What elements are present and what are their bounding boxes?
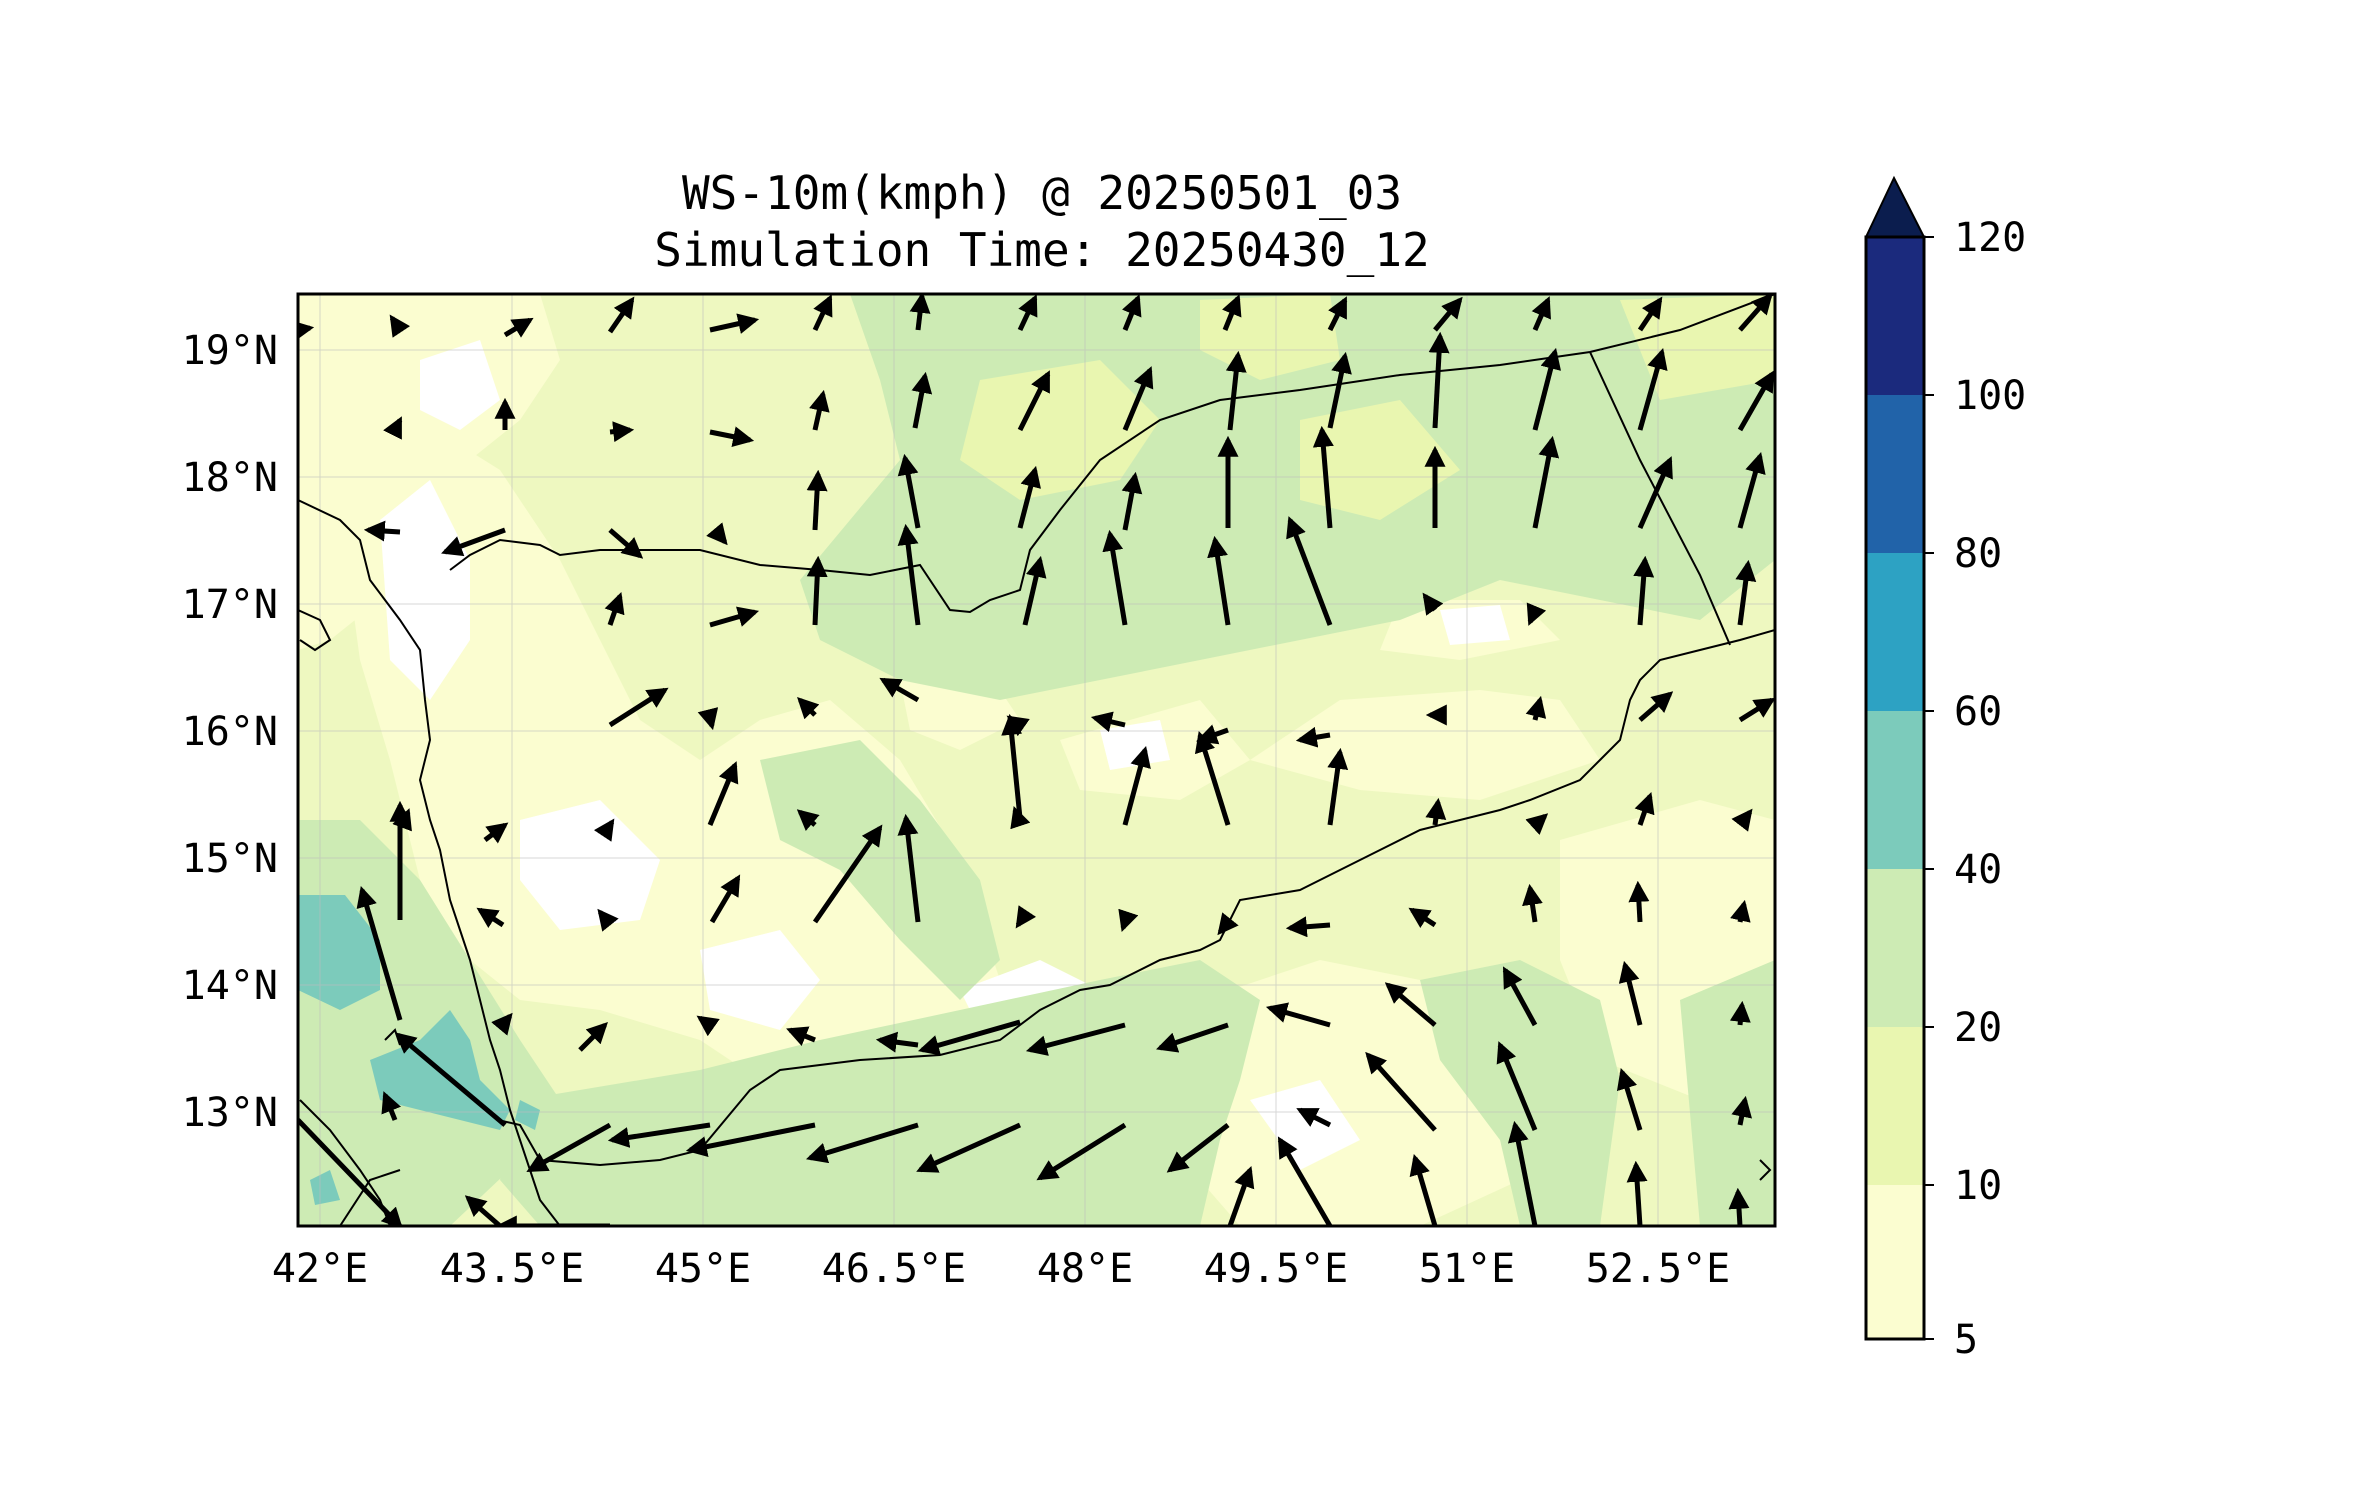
colorbar-bin-5-10 xyxy=(1866,1185,1924,1339)
colorbar-bin-100-120 xyxy=(1866,237,1924,395)
lon-tick-label: 43.5°E xyxy=(440,1246,585,1292)
colorbar: 120 100 80 60 40 20 10 5 xyxy=(1864,175,2026,1363)
lon-tick-label: 51°E xyxy=(1419,1246,1515,1292)
lon-tick-label: 49.5°E xyxy=(1204,1246,1349,1292)
lon-tick-label: 46.5°E xyxy=(822,1246,967,1292)
colorbar-bin-10-20 xyxy=(1866,1027,1924,1185)
lon-tick-label: 45°E xyxy=(655,1246,751,1292)
lat-tick-label: 15°N xyxy=(182,836,278,882)
lon-tick-label: 42°E xyxy=(272,1246,368,1292)
colorbar-label: 5 xyxy=(1954,1317,1978,1363)
lat-tick-label: 19°N xyxy=(182,328,278,374)
lat-tick-label: 17°N xyxy=(182,582,278,628)
colorbar-label: 60 xyxy=(1954,689,2002,735)
colorbar-label: 20 xyxy=(1954,1005,2002,1051)
lat-tick-label: 13°N xyxy=(182,1090,278,1136)
colorbar-label: 80 xyxy=(1954,531,2002,577)
map-title-line-2: Simulation Time: 20250430_12 xyxy=(654,223,1429,277)
lon-tick-label: 48°E xyxy=(1037,1246,1133,1292)
colorbar-label: 10 xyxy=(1954,1163,2002,1209)
lon-tick-label: 52.5°E xyxy=(1586,1246,1731,1292)
map-frame xyxy=(296,292,1777,1228)
colorbar-label: 100 xyxy=(1954,373,2026,419)
longitude-tick-labels: 42°E 43.5°E 45°E 46.5°E 48°E 49.5°E 51°E… xyxy=(272,1246,1730,1292)
map-title-line-1: WS-10m(kmph) @ 20250501_03 xyxy=(682,166,1402,220)
colorbar-label: 40 xyxy=(1954,847,2002,893)
colorbar-bin-60-80 xyxy=(1866,553,1924,711)
colorbar-bin-80-100 xyxy=(1866,395,1924,553)
colorbar-ticks xyxy=(1924,236,1934,1340)
colorbar-bin-20-40 xyxy=(1866,869,1924,1027)
colorbar-bin-40-60 xyxy=(1866,711,1924,869)
map-panel xyxy=(298,294,1775,1226)
latitude-tick-labels: 19°N 18°N 17°N 16°N 15°N 14°N 13°N xyxy=(182,328,278,1136)
colorbar-extend-arrow xyxy=(1864,175,1926,238)
colorbar-frame xyxy=(1864,235,1926,1341)
wind-vectors xyxy=(298,294,1775,1226)
lat-tick-label: 16°N xyxy=(182,709,278,755)
colorbar-label: 120 xyxy=(1954,215,2026,261)
lat-tick-label: 14°N xyxy=(182,963,278,1009)
lat-tick-label: 18°N xyxy=(182,455,278,501)
